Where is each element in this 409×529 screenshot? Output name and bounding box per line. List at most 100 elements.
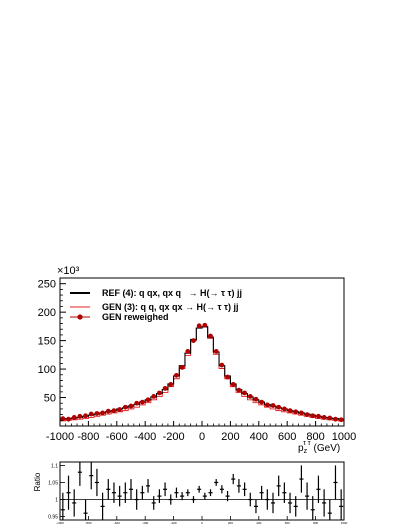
ratio-x-tick-label: 200 xyxy=(228,521,233,525)
reweighed-point xyxy=(276,404,282,410)
reweighed-point xyxy=(338,417,344,423)
reweighed-point xyxy=(230,382,236,387)
reweighed-point xyxy=(259,399,265,405)
y-tick-label: 150 xyxy=(38,336,56,348)
reweighed-point xyxy=(213,349,219,354)
reweighed-point xyxy=(281,406,287,412)
reweighed-point xyxy=(225,374,230,380)
ratio-x-tick-label: 600 xyxy=(285,521,290,525)
reweighed-point xyxy=(94,411,100,416)
reweighed-point xyxy=(287,408,293,414)
legend-label-ref: REF (4): q qx, qx q → H(→ τ τ) jj xyxy=(102,288,242,298)
legend-label-gen: GEN (3): q q, qx qx → H(→ τ τ) jj xyxy=(102,302,239,312)
ratio-x-tick-label: 800 xyxy=(313,521,318,525)
x-axis-title-sup: τ τ xyxy=(303,440,311,447)
ratio-x-tick-label: -800 xyxy=(85,521,91,525)
reweighed-point xyxy=(264,402,270,408)
reweighed-point xyxy=(88,411,94,417)
x-axis-title: pzτ τ (GeV) xyxy=(298,440,340,455)
reweighed-point xyxy=(179,364,185,370)
reweighed-point xyxy=(122,404,128,410)
x-axis-title-sub: z xyxy=(304,448,308,455)
y-multiplier-label: ×10³ xyxy=(57,265,80,277)
reweighed-point xyxy=(293,409,299,415)
reweighed-point xyxy=(270,403,276,408)
reweighed-point xyxy=(117,407,123,412)
reweighed-point xyxy=(247,394,253,399)
reweighed-point xyxy=(77,413,83,419)
ratio-series-layer xyxy=(60,462,344,520)
ratio-y-tick-label: 1.05 xyxy=(48,480,58,486)
ratio-x-tick-label: -400 xyxy=(142,521,148,525)
reweighed-point xyxy=(111,408,117,414)
ratio-axes-layer: 0.95 1 1.05 1.1 -1000 -800 -600 -400 -200 0 200 400… xyxy=(48,463,347,525)
reweighed-point xyxy=(145,397,151,403)
ratio-x-tick-label: -1000 xyxy=(56,521,64,525)
reweighed-point xyxy=(134,400,140,406)
reweighed-point xyxy=(139,399,145,405)
reweighed-point xyxy=(128,403,134,409)
x-tick-label: -600 xyxy=(106,431,128,443)
x-tick-label: 0 xyxy=(199,431,205,443)
ratio-x-tick-label: -200 xyxy=(171,521,177,525)
x-tick-label: -1000 xyxy=(46,431,74,443)
reweighed-point xyxy=(71,415,77,420)
y-tick-label: 50 xyxy=(44,393,56,405)
reweighed-point xyxy=(208,333,213,339)
x-tick-label: -200 xyxy=(163,431,185,443)
x-axis-title-main: p xyxy=(298,443,304,454)
reweighed-point xyxy=(253,396,259,402)
reweighed-point xyxy=(60,416,66,421)
reweighed-point xyxy=(157,390,162,396)
reweighed-point xyxy=(174,372,179,378)
reweighed-point xyxy=(202,322,208,328)
reweighed-point xyxy=(196,323,202,329)
legend-label-reweighed: GEN reweighed xyxy=(102,312,169,322)
reweighed-point xyxy=(219,362,225,368)
ratio-x-tick-label: 0 xyxy=(201,521,203,525)
y-tick-label: 250 xyxy=(38,279,56,291)
reweighed-point xyxy=(321,415,327,420)
x-tick-label: -400 xyxy=(134,431,156,443)
reweighed-point xyxy=(83,413,88,419)
x-tick-label: 200 xyxy=(221,431,239,443)
reweighed-point xyxy=(316,413,321,419)
main-plot: -1000 -800 -600 -400 -200 0 200 400 600 800 1000 50… xyxy=(38,265,357,455)
ratio-plot: 0.95 1 1.05 1.1 -1000 -800 -600 -400 -200 0 200 400… xyxy=(33,461,348,525)
ratio-x-tick-label: -600 xyxy=(114,521,120,525)
reweighed-point xyxy=(100,410,105,416)
reweighed-point xyxy=(304,412,310,418)
legend-marker-reweighed xyxy=(77,314,83,320)
x-tick-label: 1000 xyxy=(332,431,356,443)
reweighed-point xyxy=(333,416,338,422)
reweighed-point xyxy=(66,416,71,422)
reweighed-point xyxy=(162,386,168,391)
x-tick-label: 600 xyxy=(278,431,296,443)
ratio-y-tick-label: 1 xyxy=(55,498,58,504)
reweighed-point xyxy=(185,349,191,354)
y-tick-label: 100 xyxy=(38,364,56,376)
reweighed-point xyxy=(105,408,111,414)
ratio-x-tick-label: 1000 xyxy=(341,521,348,525)
main-axes-layer: -1000 -800 -600 -400 -200 0 200 400 600 800 1000 50… xyxy=(38,279,357,443)
x-tick-label: -800 xyxy=(77,431,99,443)
reweighed-point xyxy=(327,415,333,421)
reweighed-point xyxy=(151,394,157,399)
legend: REF (4): q qx, qx q → H(→ τ τ) jj GEN (3… xyxy=(70,288,242,322)
x-axis-title-unit: (GeV) xyxy=(314,443,341,454)
reweighed-point xyxy=(168,382,174,387)
reweighed-point xyxy=(299,410,304,416)
ratio-axis-title: Ratio xyxy=(33,472,42,491)
y-tick-label: 200 xyxy=(38,307,56,319)
x-tick-label: 400 xyxy=(250,431,268,443)
ratio-y-tick-label: 0.95 xyxy=(48,515,58,521)
reweighed-point xyxy=(191,338,196,344)
reweighed-point xyxy=(242,390,248,396)
ratio-x-tick-label: 400 xyxy=(256,521,261,525)
ratio-y-tick-label: 1.1 xyxy=(51,463,58,469)
main-series-layer xyxy=(60,322,344,423)
x-tick-label: 800 xyxy=(306,431,324,443)
reweighed-point xyxy=(236,387,242,393)
reweighed-point xyxy=(310,413,316,419)
